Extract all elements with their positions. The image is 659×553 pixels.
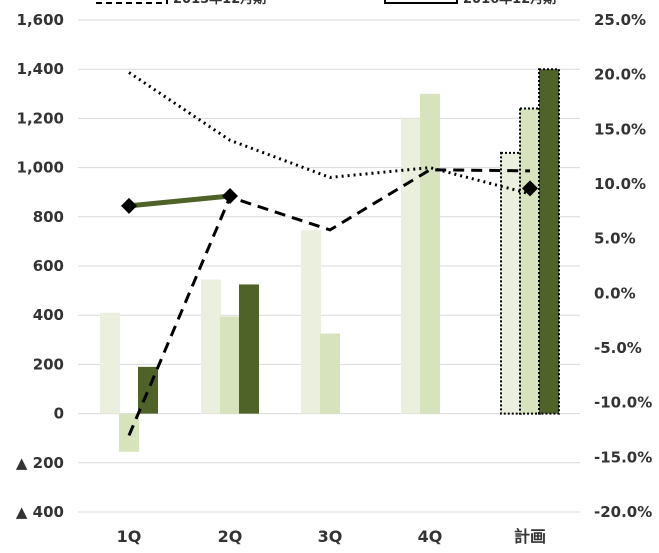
- category-labels: 1Q 2Q 3Q 4Q 計画: [117, 527, 546, 546]
- diamond-marker: [222, 188, 238, 205]
- series-line: [128, 71, 531, 196]
- left-tick-label: 800: [33, 208, 64, 226]
- markers: [121, 180, 538, 214]
- left-axis-ticks: 1,600 1,400 1,200 1,000 800 600 400 200 0 ▲ 200 ▲ …: [16, 11, 64, 521]
- plan-diamond-marker: [522, 180, 538, 197]
- legend-label: 2015年12月期: [173, 0, 266, 7]
- category-label: 1Q: [117, 527, 142, 546]
- left-tick-label: ▲ 400: [16, 503, 64, 521]
- right-tick-label: 15.0%: [594, 120, 646, 138]
- bar: [100, 312, 120, 414]
- right-tick-label: 10.0%: [594, 175, 646, 193]
- series-line: [128, 193, 231, 209]
- right-axis-ticks: 25.0% 20.0% 15.0% 10.0% 5.0% 0.0% -5.0% -10.0% -…: [594, 11, 652, 521]
- left-tick-label: 0: [54, 405, 64, 423]
- bar: [420, 93, 440, 414]
- bar: [239, 284, 259, 414]
- category-label: 2Q: [218, 527, 243, 546]
- legend: 2015年12月期 2016年12月期: [94, 0, 556, 7]
- category-label: 4Q: [418, 527, 443, 546]
- bar: [320, 333, 340, 414]
- bar: [538, 68, 560, 415]
- legend-swatch: [94, 0, 168, 4]
- right-tick-label: -15.0%: [594, 448, 652, 466]
- left-tick-label: 400: [33, 306, 64, 324]
- bar: [220, 316, 240, 414]
- category-label: 3Q: [318, 527, 343, 546]
- legend-label: 2016年12月期: [463, 0, 556, 7]
- line-series: [127, 71, 531, 437]
- bar: [519, 107, 541, 415]
- bar: [138, 366, 158, 414]
- right-tick-label: -20.0%: [594, 503, 652, 521]
- bars: [100, 68, 560, 452]
- left-tick-label: 1,200: [17, 109, 64, 127]
- right-tick-label: 20.0%: [594, 66, 646, 84]
- left-tick-label: 1,000: [17, 159, 64, 177]
- category-label: 計画: [514, 527, 546, 546]
- right-tick-label: 25.0%: [594, 11, 646, 29]
- right-tick-label: 5.0%: [594, 230, 636, 248]
- left-tick-label: ▲ 200: [16, 454, 64, 472]
- bar: [201, 279, 221, 414]
- diamond-marker: [121, 197, 137, 214]
- left-tick-label: 200: [33, 355, 64, 373]
- right-tick-label: 0.0%: [594, 284, 636, 302]
- bar: [301, 230, 321, 414]
- left-tick-label: 1,600: [17, 11, 64, 29]
- bar: [500, 151, 522, 415]
- legend-swatch: [384, 0, 458, 4]
- bar: [401, 118, 421, 414]
- right-tick-label: -5.0%: [594, 339, 642, 357]
- gridlines: [78, 19, 580, 513]
- left-tick-label: 1,400: [17, 60, 64, 78]
- series-line: [127, 168, 531, 437]
- left-tick-label: 600: [33, 257, 64, 275]
- right-tick-label: -10.0%: [594, 394, 652, 412]
